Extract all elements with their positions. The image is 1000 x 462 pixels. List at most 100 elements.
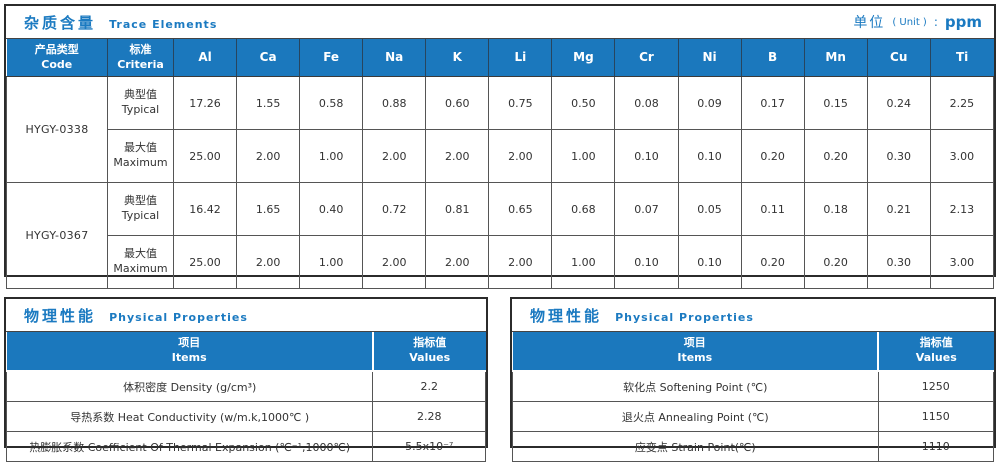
element-column-header-b: B	[741, 39, 805, 77]
value-cell: 25.00	[172, 129, 238, 183]
value-cell: 0.40	[299, 182, 364, 236]
column-header-product-code: 产品类型 Code	[6, 39, 108, 77]
unit-label-note: ( Unit )	[892, 16, 927, 28]
property-row: 体积密度 Density (g/cm³) 2.2	[5, 370, 486, 402]
value-cell: 2.00	[425, 235, 490, 289]
property-value-cell: 1150	[877, 401, 995, 432]
criteria-label-en: Maximum	[113, 156, 168, 169]
value-cell: 1.65	[236, 182, 301, 236]
element-column-header-cr: Cr	[614, 39, 679, 77]
property-item-cell: 体积密度 Density (g/cm³)	[5, 370, 374, 402]
element-column-header-mg: Mg	[551, 39, 616, 77]
value-cell: 0.24	[866, 76, 931, 130]
section-title-en: Physical Properties	[615, 310, 754, 324]
criteria-label-zh: 典型值	[124, 88, 157, 102]
items-header-en: Items	[677, 351, 713, 364]
criteria-cell-typical: 典型值 Typical	[107, 76, 174, 130]
property-item-cell: 软化点 Softening Point (℃)	[512, 370, 879, 402]
value-cell: 2.00	[236, 129, 301, 183]
value-cell: 2.00	[362, 235, 427, 289]
physical-properties-panel-left: 物理性能 Physical Properties 项目 Items 指标值 Va…	[4, 297, 488, 462]
table-row-0367-typical: HYGY-0367 典型值 Typical 16.42 1.65 0.40 0.…	[6, 182, 995, 289]
property-value-cell: 5.5x10⁻⁷	[372, 431, 486, 462]
physical-properties-panel-right: 物理性能 Physical Properties 项目 Items 指标值 Va…	[510, 297, 996, 462]
section-title-en: Trace Elements	[109, 17, 218, 31]
value-cell: 1.00	[551, 129, 616, 183]
element-column-header-mn: Mn	[804, 39, 868, 77]
physical-properties-titlebar: 物理性能 Physical Properties	[512, 299, 994, 332]
items-column-header: 项目 Items	[512, 332, 880, 372]
value-cell: 0.30	[866, 235, 931, 289]
value-cell: 0.10	[614, 129, 679, 183]
value-cell: 1.55	[236, 76, 301, 130]
value-cell: 0.10	[677, 235, 742, 289]
element-column-header-ti: Ti	[930, 39, 994, 77]
physical-header-row: 项目 Items 指标值 Values	[6, 332, 486, 372]
value-cell: 0.18	[803, 182, 868, 236]
product-code-cell: HYGY-0367	[6, 182, 108, 289]
unit-colon: :	[933, 15, 938, 29]
value-cell: 16.42	[172, 182, 238, 236]
element-column-header-li: Li	[488, 39, 553, 77]
value-cell: 0.20	[803, 129, 868, 183]
property-item-cell: 退火点 Annealing Point (℃)	[512, 401, 879, 432]
property-row: 热膨胀系数 Coefficient Of Thermal Expansion (…	[5, 431, 486, 462]
criteria-label-en: Typical	[121, 103, 160, 116]
property-item-cell: 热膨胀系数 Coefficient Of Thermal Expansion (…	[5, 431, 374, 462]
value-cell: 2.00	[236, 235, 301, 289]
values-column-header: 指标值 Values	[372, 332, 486, 372]
values-header-en: Values	[915, 351, 957, 364]
column-header-criteria-zh: 标准	[129, 42, 152, 56]
value-cell: 0.09	[677, 76, 742, 130]
property-row: 退火点 Annealing Point (℃) 1150	[512, 401, 995, 432]
trace-header-row: 产品类型 Code 标准 Criteria Al Ca Fe Na K Li M…	[6, 39, 994, 77]
values-column-header: 指标值 Values	[878, 332, 994, 372]
property-value-cell: 2.2	[372, 370, 486, 402]
value-cell: 3.00	[929, 235, 995, 289]
values-header-en: Values	[409, 351, 451, 364]
element-column-header-ni: Ni	[678, 39, 742, 77]
value-cell: 0.50	[551, 76, 616, 130]
element-column-header-al: Al	[173, 39, 238, 77]
values-header-zh: 指标值	[413, 336, 447, 350]
property-value-cell: 1110	[877, 431, 995, 462]
physical-properties-table-right: 项目 Items 指标值 Values 软化点 Softening Point …	[512, 332, 995, 462]
value-cell: 25.00	[172, 235, 238, 289]
property-value-cell: 1250	[877, 370, 995, 402]
items-header-en: Items	[171, 351, 207, 364]
table-row-0338-typical: HYGY-0338 典型值 Typical 17.26 1.55 0.58 0.…	[6, 76, 995, 183]
column-header-criteria-en: Criteria	[117, 57, 164, 71]
value-cell: 0.07	[614, 182, 679, 236]
property-row: 应变点 Strain Point(℃) 1110	[512, 431, 995, 462]
element-column-header-ca: Ca	[236, 39, 301, 77]
section-title: 物理性能 Physical Properties	[530, 305, 754, 326]
value-cell: 0.05	[677, 182, 742, 236]
criteria-label-zh: 最大值	[124, 247, 157, 261]
value-cell: 0.17	[740, 76, 805, 130]
element-column-header-fe: Fe	[299, 39, 364, 77]
column-header-product-en: Code	[41, 57, 73, 71]
criteria-cell-typical: 典型值 Typical	[107, 182, 174, 236]
value-cell: 0.10	[677, 129, 742, 183]
section-title-zh: 物理性能	[24, 306, 97, 325]
property-item-cell: 应变点 Strain Point(℃)	[512, 431, 879, 462]
values-header-zh: 指标值	[919, 336, 953, 350]
property-item-cell: 导热系数 Heat Conductivity (w/m.k,1000℃ )	[5, 401, 374, 432]
trace-elements-panel: 杂质含量 Trace Elements 单位 ( Unit ) : ppm 产品…	[4, 4, 996, 289]
criteria-cell-maximum: 最大值 Maximum	[107, 129, 174, 183]
physical-properties-titlebar: 物理性能 Physical Properties	[6, 299, 486, 332]
items-header-zh: 项目	[178, 336, 201, 350]
element-column-header-k: K	[425, 39, 490, 77]
value-cell: 0.58	[299, 76, 364, 130]
value-cell: 0.21	[866, 182, 931, 236]
section-title-en: Physical Properties	[109, 310, 248, 324]
section-title-zh: 物理性能	[530, 306, 603, 325]
physical-header-row: 项目 Items 指标值 Values	[512, 332, 994, 372]
property-row: 软化点 Softening Point (℃) 1250	[512, 370, 995, 402]
trace-elements-titlebar: 杂质含量 Trace Elements 单位 ( Unit ) : ppm	[6, 6, 994, 39]
value-cell: 0.30	[866, 129, 931, 183]
element-column-header-cu: Cu	[867, 39, 931, 77]
unit-label-zh: 单位	[853, 15, 886, 31]
value-cell: 0.75	[488, 76, 553, 130]
criteria-label-en: Typical	[121, 209, 160, 222]
